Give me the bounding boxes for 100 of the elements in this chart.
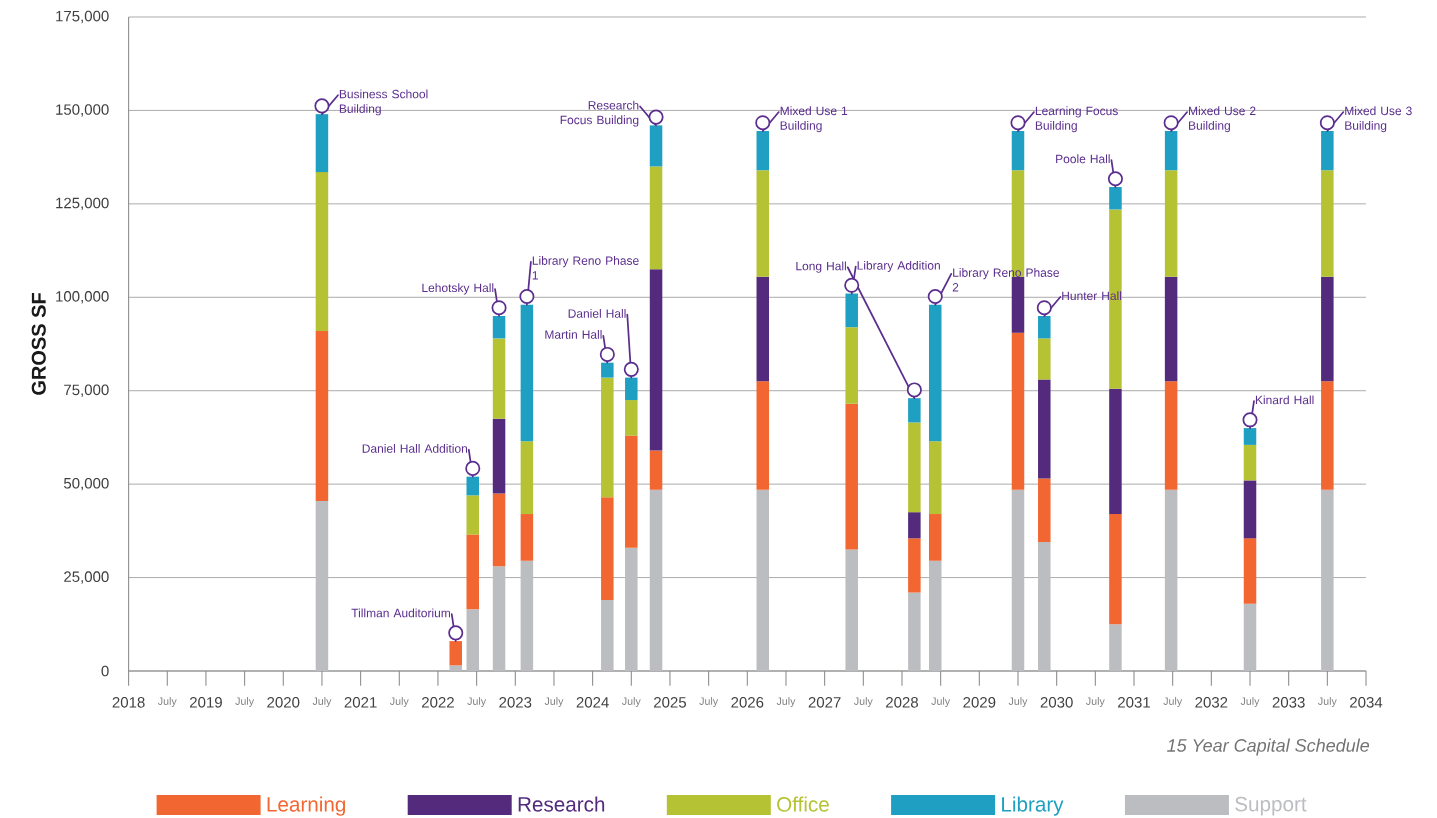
bar — [520, 441, 534, 515]
bar — [1038, 338, 1051, 380]
bar — [1321, 170, 1334, 277]
annotation: Daniel Hall — [568, 308, 626, 318]
bar — [1321, 489, 1334, 671]
annotation: Library Reno Phase 1 — [532, 256, 639, 280]
bar — [1011, 332, 1025, 490]
y-tick-label: 100,000 — [56, 291, 109, 304]
x-tick-label: July — [1240, 697, 1260, 707]
bar — [466, 495, 480, 535]
bar — [1164, 381, 1178, 490]
text: Support — [1235, 796, 1307, 816]
x-tick-label: July — [699, 697, 719, 707]
x-tick-label: July — [544, 697, 564, 707]
bar — [1243, 538, 1257, 604]
bar — [449, 665, 462, 671]
bar — [466, 534, 480, 610]
bar — [601, 497, 614, 600]
x-tick-label: 2021 — [344, 697, 377, 708]
bar — [649, 450, 663, 490]
text: Library — [1002, 796, 1064, 816]
bar — [845, 403, 858, 550]
bar — [928, 441, 942, 515]
bar — [520, 560, 534, 671]
y-tick-label: 0 — [101, 665, 109, 677]
x-tick-label: July — [621, 697, 641, 707]
bar — [1109, 388, 1122, 515]
bar — [928, 560, 942, 671]
bar — [756, 381, 770, 490]
bar — [649, 269, 663, 451]
bar — [315, 172, 329, 331]
x-tick-label: 2029 — [963, 697, 996, 708]
x-tick-label: 2018 — [112, 697, 145, 708]
bar — [845, 549, 858, 671]
x-tick-label: 2020 — [267, 697, 300, 708]
bar — [756, 276, 770, 382]
bar — [1109, 514, 1122, 625]
bar — [756, 489, 770, 671]
x-tick-label: 2025 — [654, 697, 687, 708]
y-tick-label: 50,000 — [63, 477, 109, 491]
x-tick-label: 2019 — [190, 697, 222, 708]
text: Learning — [267, 796, 346, 816]
annotation: Mixed Use 3 Building — [1345, 106, 1412, 133]
bar — [315, 330, 329, 501]
annotation: Kinard Hall — [1255, 395, 1314, 405]
bar — [756, 170, 770, 277]
bar — [1038, 542, 1051, 671]
x-tick-label: 2031 — [1118, 697, 1150, 708]
bar — [625, 400, 638, 436]
x-tick-label: 2024 — [576, 697, 609, 708]
bar — [315, 500, 329, 671]
x-tick-label: 2028 — [886, 697, 919, 708]
bar — [649, 489, 663, 671]
x-tick-label: July — [235, 697, 255, 707]
x-tick-label: July — [467, 697, 487, 707]
x-tick-label: July — [389, 697, 409, 707]
bar — [1243, 603, 1257, 671]
x-tick-label: July — [854, 697, 873, 707]
x-tick-label: 2032 — [1195, 697, 1228, 708]
bar — [1164, 276, 1178, 382]
bar — [520, 514, 534, 561]
x-tick-label: 2034 — [1350, 697, 1383, 708]
annotation: Long Hall — [796, 261, 846, 273]
bar — [1321, 276, 1334, 382]
x-tick-label: July — [157, 697, 177, 707]
annotation: Business School Building — [339, 89, 428, 116]
annotation: Poole Hall — [1056, 154, 1110, 164]
bar — [1011, 276, 1025, 333]
bar — [908, 592, 921, 671]
x-tick-label: July — [776, 697, 796, 707]
y-tick-label: 150,000 — [56, 104, 109, 117]
bar — [625, 547, 638, 671]
x-tick-label: 2027 — [808, 697, 841, 708]
x-tick-label: 2026 — [731, 697, 764, 708]
annotation: Research Focus Building — [560, 100, 639, 127]
bar — [625, 435, 638, 548]
bar — [492, 566, 506, 671]
text: Office — [777, 796, 829, 812]
bar — [1011, 489, 1025, 671]
annotation: Mixed Use 2 Building — [1189, 106, 1256, 133]
bar — [1038, 478, 1051, 543]
bar — [1243, 480, 1257, 539]
bar — [1243, 444, 1257, 481]
annotation: Daniel Hall Addition — [362, 444, 468, 453]
x-tick-label: 2022 — [422, 697, 454, 708]
x-tick-label: 2023 — [499, 697, 532, 708]
bar — [492, 493, 506, 567]
bar — [1038, 379, 1051, 479]
bar — [928, 514, 942, 561]
bar — [908, 422, 921, 513]
bar — [466, 609, 480, 671]
bar — [492, 418, 506, 494]
y-tick-label: 175,000 — [56, 10, 109, 24]
bar — [601, 599, 614, 671]
text: Research — [518, 796, 605, 812]
y-tick-label: 25,000 — [64, 571, 109, 584]
annotation: Lehotsky Hall — [422, 283, 494, 295]
x-tick-label: 2033 — [1272, 697, 1305, 708]
bar — [1321, 381, 1334, 490]
text: 15 Year Capital Schedule — [1167, 738, 1370, 756]
